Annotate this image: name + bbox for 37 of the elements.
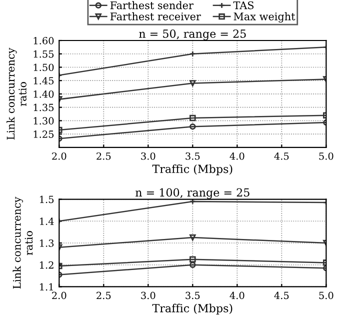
x-axis-title: Traffic (Mbps) (152, 164, 232, 176)
x-tick-label: 2.5 (96, 292, 111, 300)
legend-label: TAS (233, 1, 254, 10)
legend-label: Farthest sender (110, 1, 194, 10)
y-tick-label: 1.45 (34, 77, 54, 84)
y-tick-label: 1.4 (40, 218, 54, 225)
y-axis-title: Link concurrency ratio (12, 196, 33, 289)
legend-label: Max weight (234, 12, 296, 23)
x-tick-label: 5.0 (319, 292, 334, 300)
x-tick-label: 5.0 (319, 152, 334, 160)
y-tick-label: 1.2 (40, 261, 54, 269)
x-tick-label: 4.5 (274, 152, 289, 160)
x-tick-label: 2.0 (52, 292, 66, 300)
x-tick-label: 3.0 (141, 292, 156, 300)
x-tick-label: 2.5 (96, 152, 111, 160)
y-tick-label: 1.30 (34, 117, 54, 125)
x-axis-title: Traffic (Mbps) (152, 304, 232, 315)
x-tick-label: 4.0 (230, 152, 244, 160)
x-tick-label: 3.0 (141, 152, 156, 160)
y-tick-label: 1.40 (34, 90, 54, 98)
y-tick-label: 1.55 (34, 50, 54, 58)
y-tick-label: 1.5 (40, 196, 54, 204)
y-tick-label: 1.3 (40, 239, 54, 247)
chart-title: n = 100, range = 25 (136, 188, 250, 199)
y-tick-label: 1.25 (34, 130, 54, 138)
x-tick-label: 3.5 (186, 292, 200, 300)
legend-label: Farthest receiver (110, 12, 201, 20)
y-axis-title: Link concurrency ratio (6, 48, 26, 140)
y-tick-label: 1.1 (40, 283, 53, 291)
chart-title: n = 50, range = 25 (139, 29, 246, 40)
x-tick-label: 2.0 (52, 152, 66, 160)
y-tick-label: 1.35 (34, 104, 54, 112)
x-tick-label: 4.0 (230, 292, 244, 300)
y-tick-label: 1.50 (34, 64, 54, 72)
x-tick-label: 3.5 (186, 152, 200, 160)
x-tick-label: 4.5 (274, 292, 289, 300)
y-tick-label: 1.60 (34, 36, 54, 44)
